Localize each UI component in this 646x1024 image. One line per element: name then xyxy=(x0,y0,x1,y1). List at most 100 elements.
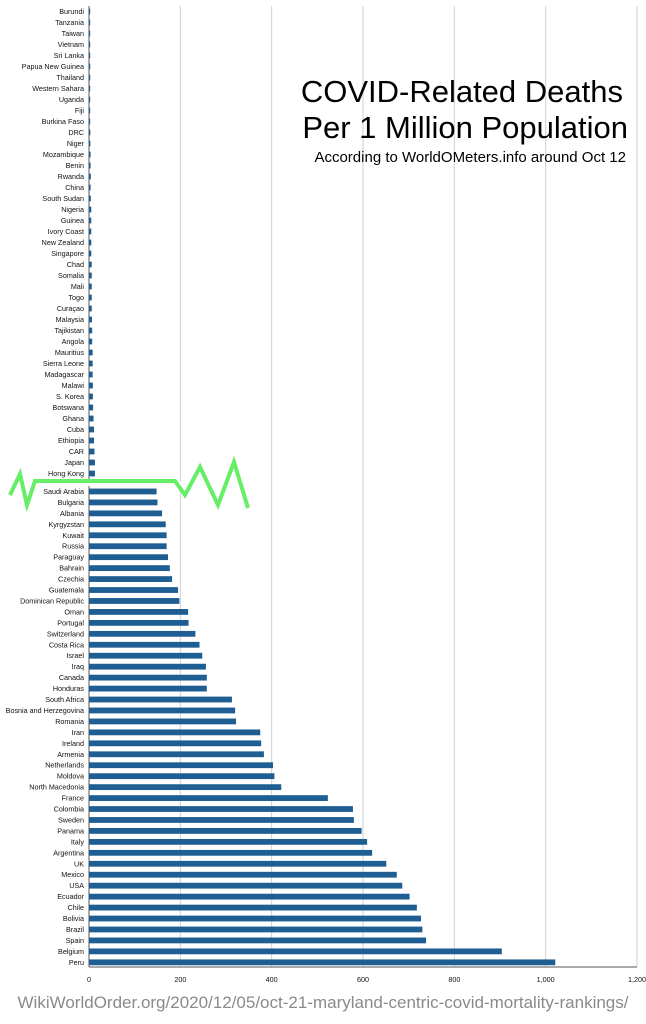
x-tick-label: 0 xyxy=(87,975,91,984)
bars xyxy=(89,8,556,966)
category-label: Madagascar xyxy=(44,370,84,379)
bar xyxy=(89,652,203,659)
x-tick-label: 400 xyxy=(266,975,278,984)
category-label: Peru xyxy=(69,958,84,967)
bar xyxy=(89,696,232,703)
x-tick-label: 1,000 xyxy=(537,975,555,984)
category-label: S. Korea xyxy=(56,392,84,401)
bar xyxy=(89,685,207,692)
bar xyxy=(89,459,95,466)
bar xyxy=(89,926,423,933)
bar xyxy=(89,294,92,301)
bar xyxy=(89,718,237,725)
category-label: South Africa xyxy=(45,695,84,704)
bar xyxy=(89,838,368,845)
bar xyxy=(89,565,170,572)
x-axis-ticks: 0 200 400 600 800 1,000 1,200 xyxy=(87,975,646,984)
bar xyxy=(89,893,410,900)
category-label: Albania xyxy=(60,509,84,518)
category-label: Papua New Guinea xyxy=(22,62,84,71)
category-label: Iraq xyxy=(72,662,84,671)
category-label: Somalia xyxy=(58,271,84,280)
bar xyxy=(89,437,95,444)
bar xyxy=(89,382,93,389)
category-label: Switzerland xyxy=(47,629,84,638)
category-label: Ecuador xyxy=(57,892,84,901)
category-label: Malaysia xyxy=(56,315,84,324)
category-label: Mozambique xyxy=(43,150,84,159)
category-label: Nigeria xyxy=(61,205,84,214)
category-label: Argentina xyxy=(53,848,84,857)
bar xyxy=(89,576,173,582)
category-label: Niger xyxy=(67,139,85,148)
bar xyxy=(89,543,167,550)
bar xyxy=(89,228,92,235)
x-tick-label: 1,200 xyxy=(628,975,646,984)
bar xyxy=(89,707,236,714)
category-label: North Macedonia xyxy=(29,783,84,792)
bar xyxy=(89,129,91,136)
category-label: Tajikistan xyxy=(54,326,84,335)
category-label: Iran xyxy=(72,728,84,737)
category-label: Bulgaria xyxy=(58,498,84,507)
bar xyxy=(89,598,180,604)
category-label: Hong Kong xyxy=(48,469,84,478)
gridlines xyxy=(88,6,638,968)
bar xyxy=(89,195,91,202)
bar xyxy=(89,937,427,944)
bar xyxy=(89,849,373,856)
bar xyxy=(89,8,91,15)
category-label: Saudi Arabia xyxy=(43,487,84,496)
bar xyxy=(89,52,91,59)
bar xyxy=(89,510,163,517)
x-tick-label: 800 xyxy=(448,975,460,984)
bar xyxy=(89,74,91,81)
bar xyxy=(89,206,92,213)
bar xyxy=(89,151,91,158)
category-label: Mexico xyxy=(61,870,84,879)
bar xyxy=(89,250,92,257)
category-label: Romania xyxy=(55,717,84,726)
category-label: Curaçao xyxy=(57,304,84,313)
bar xyxy=(89,521,166,528)
bar xyxy=(89,41,91,48)
category-label: Oman xyxy=(64,607,84,616)
category-label: Czechia xyxy=(58,575,84,584)
bar xyxy=(89,904,417,911)
category-label: Chile xyxy=(68,903,84,912)
bar xyxy=(89,663,206,670)
category-label: Spain xyxy=(66,936,84,945)
category-label: Burundi xyxy=(59,7,84,16)
category-label: Burkina Faso xyxy=(42,117,84,126)
x-tick-label: 600 xyxy=(357,975,369,984)
source-credit: WikiWorldOrder.org/2020/12/05/oct-21-mar… xyxy=(18,993,629,1012)
category-label: Sri Lanka xyxy=(54,51,84,60)
category-label: Honduras xyxy=(53,684,85,693)
bar xyxy=(89,360,93,367)
category-label: Ireland xyxy=(62,739,84,748)
bar xyxy=(89,96,91,103)
bar xyxy=(89,674,207,681)
bar xyxy=(89,338,93,345)
bar xyxy=(89,860,387,867)
category-label: Mali xyxy=(71,282,85,291)
bar xyxy=(89,773,275,780)
bar xyxy=(89,415,94,422)
bar xyxy=(89,349,93,356)
category-label: Singapore xyxy=(51,249,84,258)
bar xyxy=(89,173,91,180)
category-label: Mauritius xyxy=(55,348,85,357)
bar xyxy=(89,371,93,378)
category-label: South Sudan xyxy=(42,194,84,203)
chart-subtitle: According to WorldOMeters.info around Oc… xyxy=(314,149,626,166)
category-label: Dominican Republic xyxy=(20,596,84,605)
bar xyxy=(89,762,274,769)
bar xyxy=(89,828,362,834)
bar xyxy=(89,499,158,506)
category-label: Netherlands xyxy=(45,761,84,770)
bar xyxy=(89,272,92,279)
category-label: Panama xyxy=(57,826,84,835)
bar xyxy=(89,641,200,648)
category-label: DRC xyxy=(68,128,84,137)
